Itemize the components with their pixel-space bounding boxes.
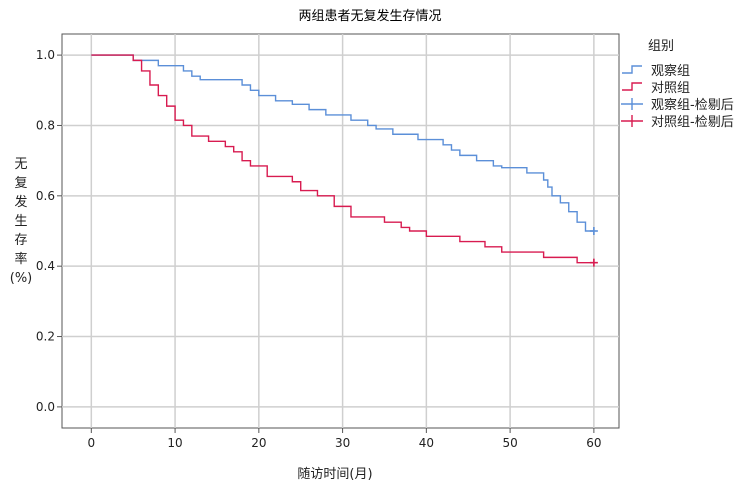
survival-curve — [91, 54, 594, 232]
x-axis: 0 10 20 30 40 50 60 — [87, 428, 602, 450]
legend-item: 对照组 — [622, 81, 690, 96]
x-tick-label: 0 — [87, 436, 95, 450]
x-tick-label: 10 — [167, 436, 182, 450]
legend-label: 对照组 — [651, 81, 690, 96]
x-axis-label: 随访时间(月) — [297, 467, 372, 482]
x-tick-label: 50 — [502, 436, 517, 450]
chart-title: 两组患者无复发生存情况 — [298, 8, 441, 24]
censor-marks — [589, 227, 598, 267]
y-axis-label-char: 率 — [14, 251, 27, 267]
legend-item: 观察组 — [622, 64, 690, 79]
y-tick-label: 0.0 — [36, 400, 55, 414]
y-axis-label-char: 发 — [14, 194, 27, 210]
survival-curve — [91, 54, 594, 264]
censor-mark — [589, 258, 598, 267]
y-axis-label-char: 存 — [14, 233, 27, 248]
y-tick-label: 0.4 — [36, 259, 55, 273]
legend-title: 组别 — [648, 39, 674, 54]
x-tick-label: 40 — [419, 436, 434, 450]
y-tick-label: 0.6 — [36, 189, 55, 203]
y-axis: 0.0 0.2 0.4 0.6 0.8 1.0 — [36, 48, 62, 414]
y-axis-label-char: 无 — [14, 157, 27, 172]
legend-label: 观察组-检剔后 — [651, 98, 734, 113]
censor-mark — [589, 227, 598, 235]
survival-curves — [91, 54, 594, 264]
x-tick-label: 30 — [335, 436, 350, 450]
legend-step-swatch — [622, 82, 642, 91]
y-axis-label-char: 生 — [14, 214, 27, 229]
y-tick-label: 1.0 — [36, 48, 55, 62]
y-axis-label-char: (%) — [10, 271, 33, 286]
legend-label: 观察组 — [651, 64, 690, 79]
legend-item: 观察组-检剔后 — [621, 98, 734, 113]
y-tick-label: 0.8 — [36, 118, 55, 132]
plot-area — [61, 33, 620, 429]
y-axis-label-char: 复 — [14, 176, 27, 191]
x-tick-label: 60 — [586, 436, 601, 450]
legend-item: 对照组-检剔后 — [621, 115, 734, 130]
legend-label: 对照组-检剔后 — [651, 115, 734, 130]
legend-step-swatch — [622, 65, 642, 74]
x-tick-label: 20 — [251, 436, 266, 450]
y-tick-label: 0.2 — [36, 330, 55, 344]
